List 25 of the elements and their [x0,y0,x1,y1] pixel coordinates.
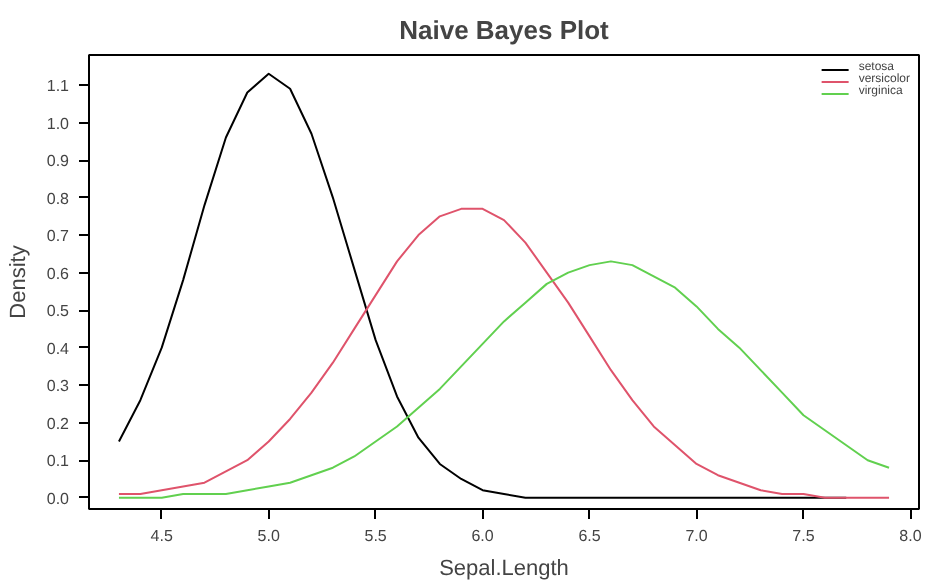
y-tick-label: 0.7 [46,227,71,246]
y-tick-label: 0.5 [46,302,71,321]
x-tick-label: 6.5 [578,527,602,545]
y-tick-label: 1.0 [46,114,71,133]
x-axis-title: Sepal.Length [439,557,569,581]
x-tick-label: 7.5 [792,527,816,545]
y-tick-label: 0.0 [46,489,71,508]
x-tick-label: 5.5 [364,527,388,545]
x-tick-label: 6.0 [471,527,495,545]
line-series [117,260,891,499]
y-tick-label: 0.3 [46,377,71,396]
x-tick-label: 4.5 [150,527,174,545]
x-tick-label: 5.0 [257,527,281,545]
line-series [117,207,891,499]
y-tick-label: 0.8 [46,189,71,208]
chart-title: Naive Bayes Plot [399,15,611,45]
y-tick-label: 0.1 [46,452,71,471]
y-tick-label: 0.2 [46,414,71,433]
x-tick-label: 8.0 [899,527,923,545]
y-tick-label: 0.6 [46,264,71,283]
x-tick-label: 7.0 [685,527,709,545]
y-tick-label: 1.1 [46,77,71,96]
y-axis-title: Density [6,244,31,319]
y-tick-label: 0.4 [46,339,71,358]
y-tick-label: 0.9 [46,152,71,171]
